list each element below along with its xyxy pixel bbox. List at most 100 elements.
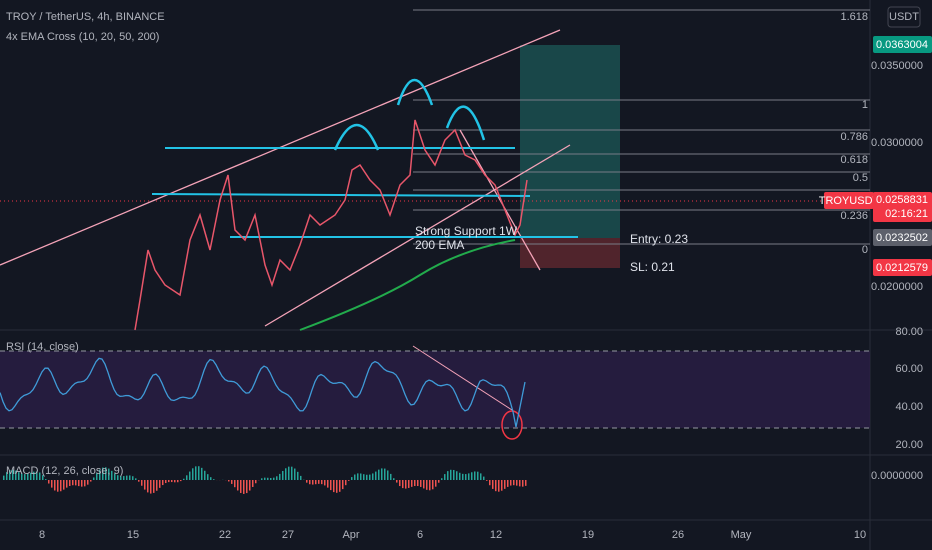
macd-bar: [246, 480, 248, 494]
macd-bar: [357, 473, 359, 480]
macd-bar: [498, 480, 500, 492]
macd-bar: [300, 475, 302, 480]
fib-label: 0.5: [853, 172, 868, 184]
rsi-axis-label: 80.00: [895, 326, 923, 338]
macd-bar: [105, 467, 107, 480]
macd-bar: [372, 473, 374, 480]
macd-bar: [459, 472, 461, 480]
macd-bar: [99, 469, 101, 480]
macd-bar: [453, 469, 455, 480]
macd-bar: [228, 480, 230, 482]
macd-bar: [270, 478, 272, 480]
macd-bar: [90, 480, 92, 482]
macd-bar: [84, 480, 86, 487]
macd-bar: [465, 474, 467, 480]
macd-bar: [492, 480, 494, 489]
macd-bar: [282, 470, 284, 480]
macd-bar: [111, 470, 113, 480]
macd-bar: [441, 478, 443, 480]
macd-bar: [345, 480, 347, 486]
macd-bar: [393, 478, 395, 480]
macd-bar: [237, 480, 239, 491]
macd-bar: [423, 480, 425, 489]
time-label: 10: [854, 529, 866, 541]
macd-bar: [126, 475, 128, 480]
macd-bar: [267, 477, 269, 480]
macd-bar: [456, 471, 458, 480]
rsi-circle: [501, 410, 523, 440]
macd-bar: [291, 466, 293, 480]
indicator-title: 4x EMA Cross (10, 20, 50, 200): [6, 31, 159, 43]
time-label: 19: [582, 529, 594, 541]
fib-label: 0.786: [840, 131, 868, 143]
macd-bar: [153, 480, 155, 493]
macd-bar: [399, 480, 401, 487]
macd-bar: [462, 473, 464, 480]
macd-bar: [3, 475, 5, 480]
macd-bar: [159, 480, 161, 488]
time-label: 12: [490, 529, 502, 541]
macd-bar: [420, 480, 422, 487]
macd-axis-label: 0.0000000: [871, 470, 923, 482]
macd-bar: [204, 470, 206, 480]
macd-bar: [24, 474, 26, 480]
macd-bar: [48, 480, 50, 484]
macd-bar: [339, 480, 341, 492]
stop-tag: 0.0212579: [876, 262, 928, 274]
macd-bar: [396, 480, 398, 483]
macd-bar: [15, 470, 17, 480]
macd-bar: [471, 472, 473, 480]
macd-bar: [387, 470, 389, 480]
macd-bar: [255, 480, 257, 484]
macd-bar: [432, 480, 434, 490]
rsi-axis-label: 20.00: [895, 439, 923, 451]
macd-bar: [210, 477, 212, 480]
ema-line: [299, 239, 516, 331]
macd-bar: [117, 475, 119, 480]
macd-bar: [114, 473, 116, 480]
profit-zone: [520, 45, 620, 238]
macd-bar: [96, 473, 98, 480]
time-label: May: [731, 529, 752, 541]
macd-bar: [486, 480, 488, 481]
macd-bar: [192, 468, 194, 480]
macd-bar: [81, 480, 83, 487]
currency-button[interactable]: [887, 6, 921, 28]
macd-bar: [426, 480, 428, 490]
time-axis: 8 15 22 27 Apr 6 12 19 26 May 10: [39, 529, 866, 541]
macd-bar: [408, 480, 410, 488]
macd-bar: [315, 480, 317, 485]
macd-bar: [411, 480, 413, 487]
macd-bar: [318, 480, 320, 484]
macd-bar: [474, 471, 476, 480]
macd-bar: [333, 480, 335, 493]
macd-bar: [27, 473, 29, 480]
tag: [873, 36, 932, 53]
macd-bar: [525, 480, 527, 486]
macd-bar: [78, 480, 80, 487]
macd-bar: [21, 473, 23, 480]
macd-bar: [33, 471, 35, 480]
macd-bar: [66, 480, 68, 488]
macd-bar: [279, 473, 281, 480]
macd-bar: [168, 480, 170, 483]
time-label: 27: [282, 529, 294, 541]
macd-bar: [510, 480, 512, 486]
rsi-title: RSI (14, close): [6, 341, 79, 353]
macd-bar: [522, 480, 524, 487]
currency[interactable]: USDT: [889, 11, 919, 23]
macd-bar: [405, 480, 407, 489]
macd-bar: [129, 475, 131, 480]
symbol-tag: TROYUSDT: [819, 195, 880, 207]
macd-histogram: [3, 466, 527, 494]
macd-bar: [60, 480, 62, 492]
fib-label: 0.236: [840, 210, 868, 222]
annotation: Strong Support 1W: [415, 224, 518, 238]
rsi-axis-label: 60.00: [895, 363, 923, 375]
macd-bar: [249, 480, 251, 491]
macd-bar: [36, 471, 38, 480]
macd-bar: [381, 468, 383, 480]
macd-bar: [12, 469, 14, 480]
macd-bar: [402, 480, 404, 489]
